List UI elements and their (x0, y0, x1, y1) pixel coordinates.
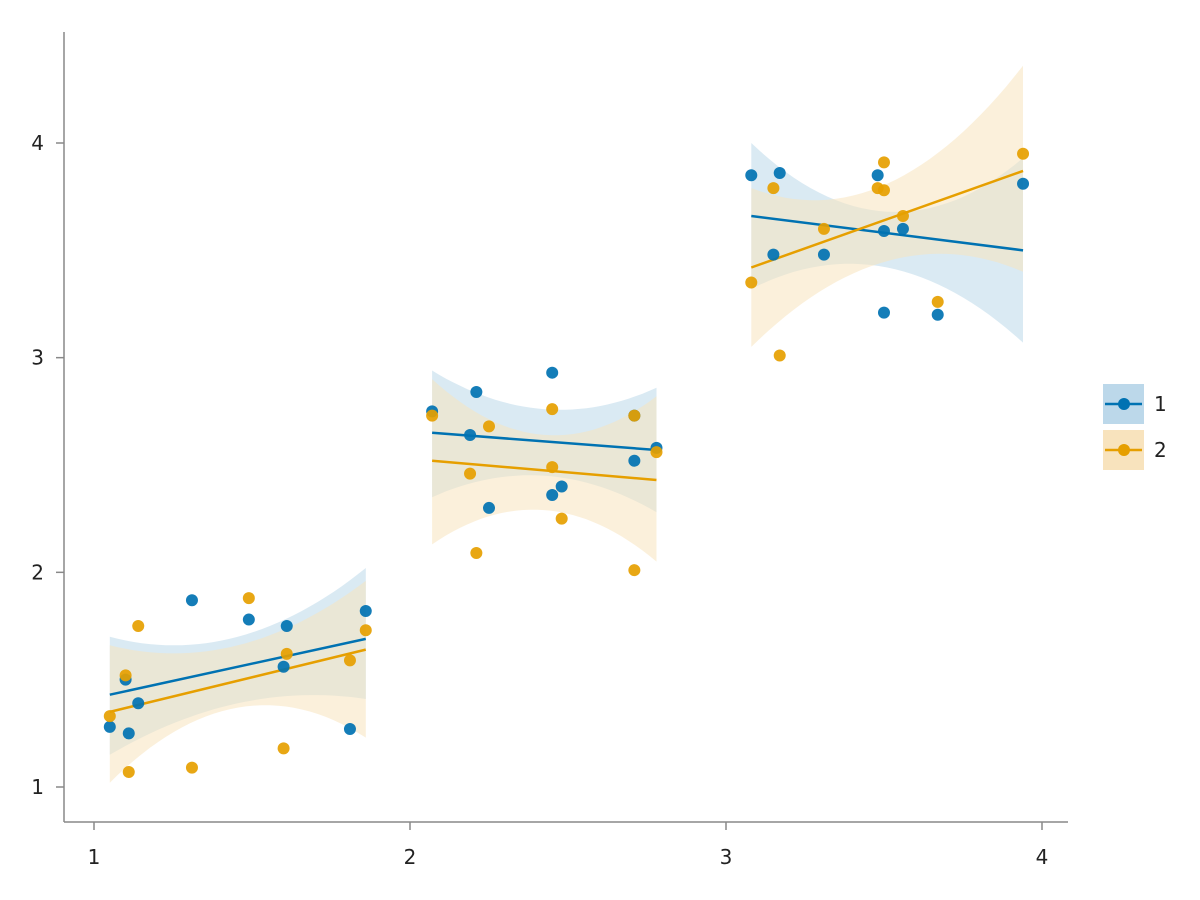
data-point-series-2 (242, 592, 255, 605)
data-point-series-1 (470, 386, 483, 399)
data-point-series-1 (878, 225, 890, 238)
data-point-series-1 (483, 501, 495, 514)
data-point-series-1 (464, 428, 477, 441)
legend: 12 (1103, 384, 1167, 470)
regression-line-series-2-group-3 (750, 169, 1024, 269)
data-point-series-2 (464, 467, 477, 480)
data-point-series-2 (359, 624, 372, 637)
data-point-series-1 (546, 489, 559, 502)
data-point-series-2 (546, 461, 559, 474)
data-point-series-1 (122, 727, 135, 740)
data-point-series-2 (878, 156, 890, 169)
data-point-series-2 (103, 710, 116, 723)
data-point-series-1 (343, 723, 356, 736)
x-tick-label: 3 (720, 845, 733, 869)
data-point-series-1 (931, 308, 944, 321)
regression-line-series-1-group-1 (109, 637, 367, 696)
data-point-series-2 (470, 547, 483, 560)
data-point-series-1 (773, 167, 786, 180)
legend-swatch-marker (1118, 444, 1130, 456)
data-point-series-2 (628, 564, 641, 577)
data-point-series-1 (359, 604, 372, 617)
data-point-series-2 (280, 647, 293, 660)
data-point-series-1 (546, 366, 559, 379)
data-point-series-2 (343, 654, 356, 667)
data-point-series-1 (277, 660, 290, 673)
legend-label-series-2: 2 (1154, 438, 1167, 462)
data-point-series-2 (185, 761, 198, 774)
regression-line-series-2-group-1 (109, 648, 367, 714)
data-point-series-2 (878, 184, 890, 197)
data-point-series-1 (242, 613, 255, 626)
data-point-series-1 (628, 454, 641, 467)
data-point-series-1 (103, 720, 116, 733)
data-point-series-2 (817, 222, 830, 235)
data-point-series-2 (119, 669, 132, 682)
y-tick-label: 1 (31, 775, 44, 799)
data-point-series-1 (871, 169, 884, 182)
y-tick-label: 4 (31, 131, 44, 155)
data-point-series-2 (745, 276, 758, 289)
data-point-series-1 (745, 169, 758, 182)
data-point-series-1 (280, 620, 293, 632)
y-tick-label: 3 (31, 346, 44, 370)
legend-swatch-marker (1118, 398, 1130, 410)
data-point-series-2 (555, 512, 568, 525)
data-point-series-1 (817, 248, 830, 261)
data-point-series-2 (896, 209, 909, 222)
regression-line-series-2-group-2 (432, 459, 657, 482)
data-point-series-2 (650, 446, 663, 459)
data-point-series-1 (878, 306, 890, 319)
data-point-series-2 (1017, 147, 1030, 160)
data-point-series-2 (931, 295, 944, 308)
data-point-series-2 (132, 620, 145, 632)
data-point-series-1 (132, 697, 145, 710)
y-tick-label: 2 (31, 560, 44, 584)
data-point-series-2 (483, 420, 495, 433)
data-point-series-2 (426, 409, 439, 422)
data-point-series-1 (767, 248, 780, 261)
data-point-series-2 (767, 182, 780, 195)
confidence-band-series-2-group-3 (751, 65, 1023, 347)
x-tick-label: 2 (404, 845, 417, 869)
data-point-series-2 (546, 403, 559, 416)
data-point-series-2 (628, 409, 641, 422)
data-point-series-2 (773, 349, 786, 362)
x-tick-label: 4 (1036, 845, 1049, 869)
x-tick-label: 1 (88, 845, 101, 869)
data-point-series-1 (896, 222, 909, 235)
data-point-series-1 (555, 480, 568, 493)
legend-label-series-1: 1 (1154, 392, 1167, 416)
data-point-series-2 (277, 742, 290, 755)
data-point-series-1 (1017, 177, 1030, 190)
data-point-series-2 (122, 765, 135, 778)
data-point-series-1 (185, 594, 198, 607)
